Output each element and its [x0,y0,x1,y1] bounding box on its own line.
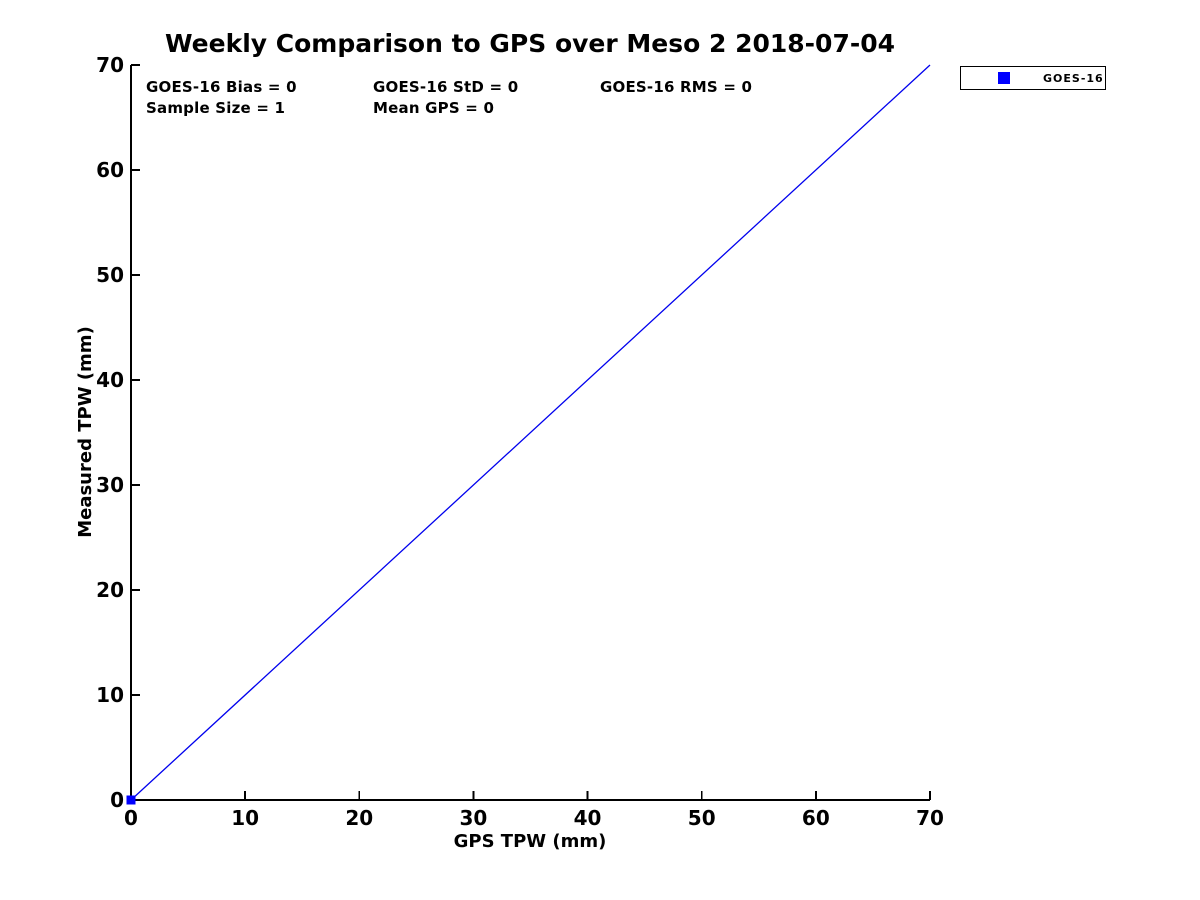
x-tick-label: 30 [459,806,488,830]
stat-sample-size: Sample Size = 1 [146,99,286,118]
x-tick-label: 50 [687,806,716,830]
y-tick-label: 70 [96,53,124,77]
stat-goes16-std: GOES-16 StD = 0 [373,78,519,96]
stat-goes16-rms: GOES-16 RMS = 0 [600,78,753,96]
x-tick-label: 60 [801,806,830,830]
stat-mean-gps: Mean GPS = 0 [373,99,495,118]
chart-title: Weekly Comparison to GPS over Meso 2 201… [164,29,896,58]
y-tick-label: 50 [96,263,124,287]
y-axis-label: Measured TPW (mm) [75,326,96,538]
y-tick-label: 40 [96,368,124,392]
x-axis-label: GPS TPW (mm) [453,831,607,852]
y-tick-label: 20 [96,578,124,602]
legend: GOES-16 [960,66,1106,90]
y-tick-label: 0 [110,788,124,812]
x-tick-label: 70 [916,806,944,830]
x-tick-label: 40 [573,806,602,830]
y-tick-label: 30 [96,473,124,497]
series-line-identity-reference-line [130,64,931,801]
x-tick-label: 10 [231,806,260,830]
legend-label: GOES-16 [1043,71,1104,85]
stat-goes16-bias: GOES-16 Bias = 0 [146,78,297,96]
x-tick-label: 0 [124,806,138,830]
legend-marker-square-icon [998,72,1010,84]
y-tick-label: 60 [96,158,124,182]
y-tick-label: 10 [96,683,124,707]
x-tick-label: 20 [345,806,374,830]
